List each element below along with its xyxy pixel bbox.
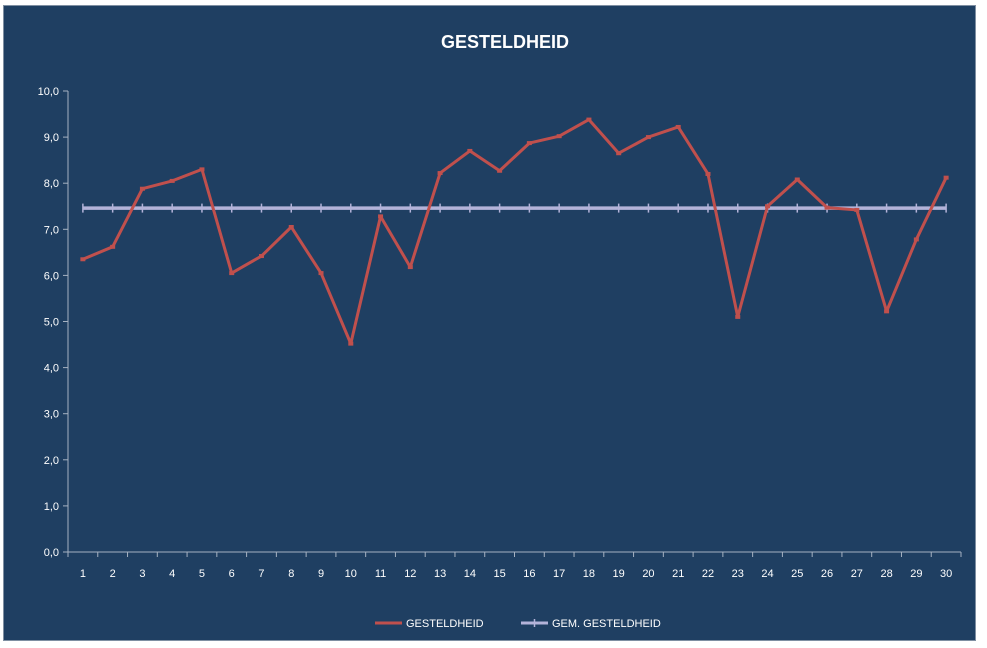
data-point-gesteldheid — [705, 171, 711, 176]
x-tick-label: 25 — [791, 568, 803, 580]
data-point-gesteldheid — [199, 167, 205, 172]
x-tick-label: 6 — [229, 568, 235, 580]
y-tick-label: 5,0 — [44, 317, 59, 329]
data-point-gesteldheid — [378, 214, 384, 219]
data-point-gesteldheid — [139, 186, 145, 191]
data-point-gesteldheid — [318, 271, 324, 276]
data-point-gesteldheid — [437, 171, 443, 176]
x-tick-label: 20 — [642, 568, 654, 580]
x-tick-label: 17 — [553, 568, 565, 580]
x-tick-label: 24 — [761, 568, 773, 580]
x-tick-label: 16 — [523, 568, 535, 580]
data-point-gesteldheid — [854, 207, 860, 212]
x-tick-label: 7 — [258, 568, 264, 580]
data-point-gesteldheid — [765, 204, 771, 209]
chart-title: GESTELDHEID — [441, 32, 569, 52]
x-tick-label: 5 — [199, 568, 205, 580]
x-tick-label: 3 — [139, 568, 145, 580]
data-point-gesteldheid — [348, 341, 354, 346]
series-line-gesteldheid — [82, 118, 948, 346]
x-tick-label: 29 — [910, 568, 922, 580]
line-chart: GESTELDHEID 0,0 1,0 2,0 3,0 4,0 5,0 6,0 7,0 8,0 9… — [38, 32, 962, 630]
axes: 0,01,02,03,04,05,06,07,08,09,010,01 2 3 4 5 6… — [38, 86, 962, 580]
x-tick-label: 18 — [583, 568, 595, 580]
data-point-gesteldheid — [556, 134, 562, 139]
data-point-gesteldheid — [884, 309, 890, 314]
data-point-gesteldheid — [586, 117, 592, 122]
legend: GESTELDHEID GEM. GESTELDHEID — [375, 618, 661, 630]
series-layer — [80, 117, 949, 346]
data-point-gesteldheid — [110, 244, 116, 249]
x-tick-label: 12 — [404, 568, 416, 580]
data-point-gesteldheid — [645, 135, 651, 140]
x-tick-label: 14 — [464, 568, 476, 580]
x-tick-label: 19 — [613, 568, 625, 580]
y-tick-label: 9,0 — [44, 132, 59, 144]
y-tick-label: 8,0 — [44, 178, 59, 190]
data-point-gesteldheid — [80, 257, 86, 262]
data-point-gesteldheid — [526, 141, 532, 146]
y-tick-label: 1,0 — [44, 501, 59, 513]
legend-label-gem-gesteldheid: GEM. GESTELDHEID — [552, 618, 661, 630]
data-point-gesteldheid — [824, 205, 830, 210]
data-point-gesteldheid — [675, 124, 681, 129]
legend-label-gesteldheid: GESTELDHEID — [406, 618, 484, 630]
y-tick-label: 7,0 — [44, 224, 59, 236]
y-tick-label: 6,0 — [44, 270, 59, 282]
data-point-gesteldheid — [258, 254, 264, 259]
x-tick-label: 23 — [732, 568, 744, 580]
x-tick-label: 10 — [345, 568, 357, 580]
data-point-gesteldheid — [288, 224, 294, 229]
x-tick-label: 28 — [880, 568, 892, 580]
x-tick-label: 8 — [288, 568, 294, 580]
x-tick-label: 13 — [434, 568, 446, 580]
y-tick-label: 4,0 — [44, 363, 59, 375]
x-tick-label: 2 — [110, 568, 116, 580]
x-tick-label: 22 — [702, 568, 714, 580]
x-tick-label: 9 — [318, 568, 324, 580]
chart-area: GESTELDHEID 0,0 1,0 2,0 3,0 4,0 5,0 6,0 7,0 8,0 9… — [3, 5, 976, 641]
y-tick-label: 0,0 — [44, 547, 59, 559]
data-point-gesteldheid — [616, 151, 622, 156]
data-point-gesteldheid — [913, 237, 919, 242]
y-tick-label: 10,0 — [38, 86, 59, 98]
y-tick-label: 2,0 — [44, 455, 59, 467]
x-tick-label: 11 — [375, 568, 386, 580]
data-point-gesteldheid — [407, 265, 413, 270]
data-point-gesteldheid — [943, 175, 949, 180]
x-tick-label: 15 — [493, 568, 505, 580]
x-tick-label: 30 — [940, 568, 952, 580]
x-tick-label: 21 — [672, 568, 684, 580]
data-point-gesteldheid — [794, 177, 800, 182]
data-point-gesteldheid — [497, 168, 503, 173]
data-point-gesteldheid — [169, 178, 175, 183]
x-tick-label: 1 — [80, 568, 86, 580]
x-tick-label: 4 — [169, 568, 175, 580]
data-point-gesteldheid — [467, 148, 473, 153]
data-point-gesteldheid — [735, 314, 741, 319]
y-tick-label: 3,0 — [44, 409, 59, 421]
x-tick-label: 27 — [851, 568, 863, 580]
data-point-gesteldheid — [229, 271, 235, 276]
x-tick-label: 26 — [821, 568, 833, 580]
